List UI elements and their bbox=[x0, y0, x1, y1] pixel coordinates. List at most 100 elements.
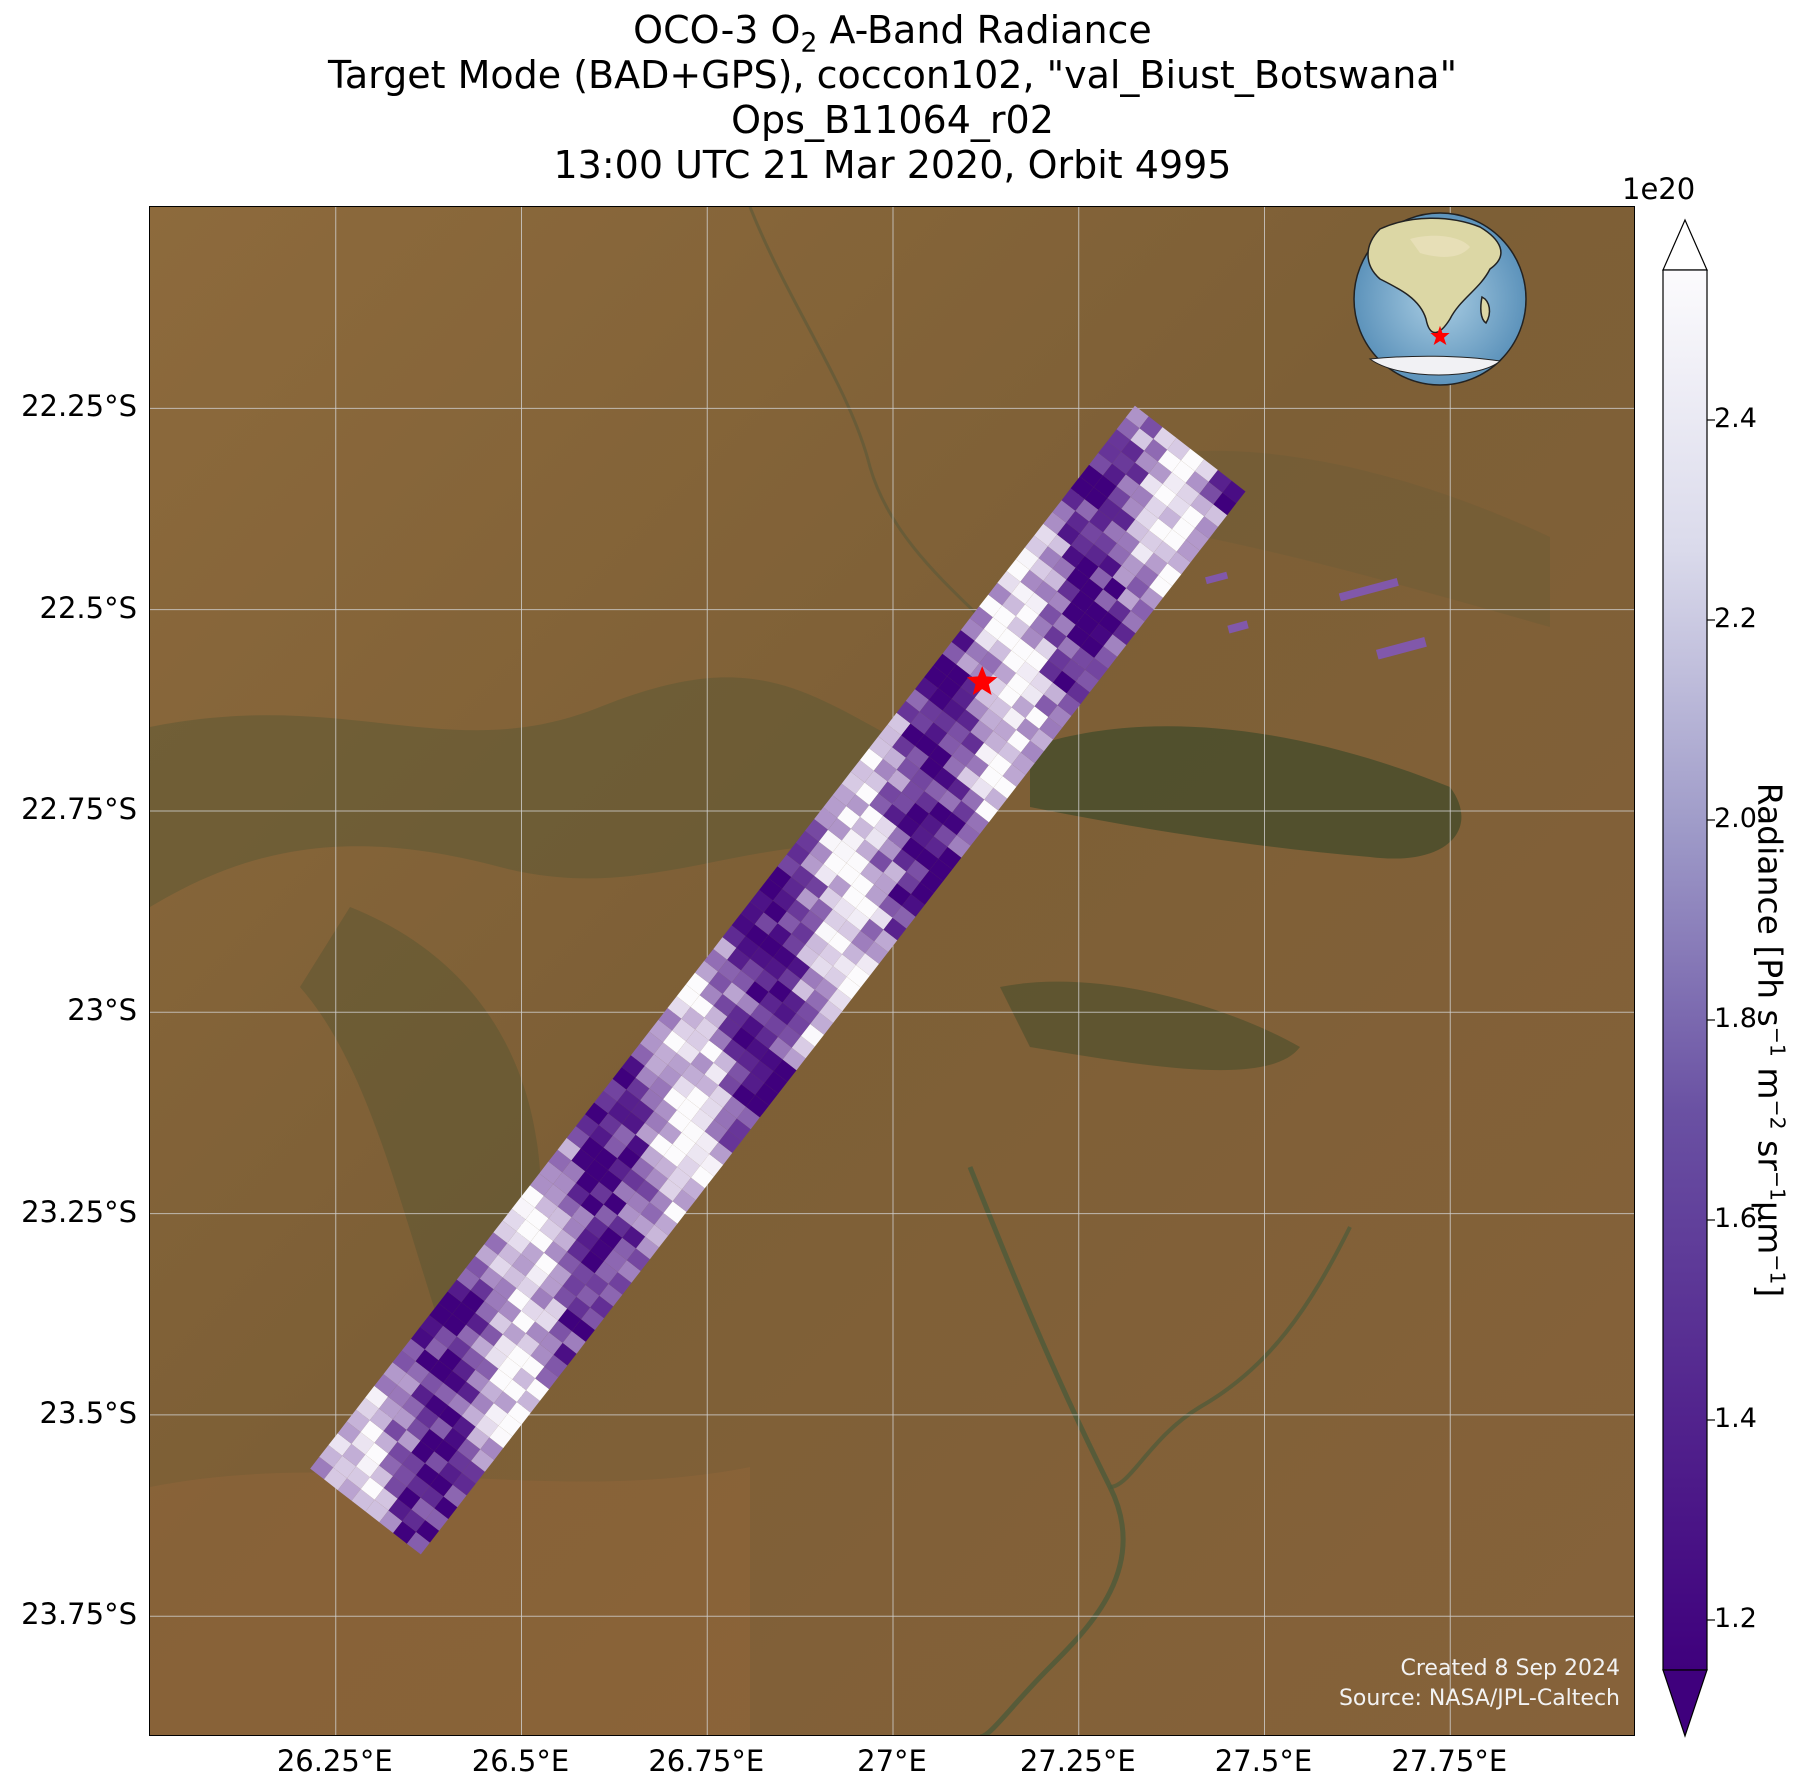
colorbar-tick-label: 2.0 bbox=[1714, 803, 1757, 834]
radiance-cell bbox=[897, 814, 920, 838]
radiance-cell bbox=[663, 1144, 687, 1167]
radiance-cell bbox=[406, 1361, 430, 1384]
radiance-cell bbox=[1158, 506, 1182, 530]
radiance-cell bbox=[1107, 543, 1131, 566]
radiance-cell bbox=[699, 983, 723, 1006]
radiance-cell bbox=[933, 767, 957, 790]
radiance-cell bbox=[1098, 611, 1122, 635]
radiance-cell bbox=[1071, 647, 1095, 670]
radiance-cell bbox=[466, 1312, 490, 1336]
radiance-cell bbox=[626, 1191, 650, 1215]
radiance-cell bbox=[1038, 546, 1062, 569]
radiance-cell bbox=[906, 859, 930, 883]
radiance-cell bbox=[800, 910, 824, 933]
radiance-cell bbox=[819, 1000, 843, 1023]
radiance-cell bbox=[594, 1261, 618, 1284]
radiance-cell bbox=[755, 1083, 779, 1106]
radiance-cell bbox=[511, 1197, 535, 1220]
radiance-cell bbox=[956, 709, 980, 732]
radiance-cell bbox=[402, 1452, 426, 1475]
radiance-cell bbox=[1116, 417, 1140, 440]
radiance-cell bbox=[1167, 437, 1191, 461]
radiance-cell bbox=[782, 1047, 806, 1071]
radiance-cell bbox=[704, 1119, 728, 1143]
radiance-cell bbox=[502, 1208, 526, 1232]
radiance-cell bbox=[906, 746, 929, 769]
radiance-cell bbox=[800, 853, 824, 876]
radiance-cell bbox=[388, 1498, 412, 1522]
radiance-cell bbox=[892, 792, 916, 815]
map-panel[interactable]: Created 8 Sep 2024 Source: NASA/JPL-Calt… bbox=[149, 206, 1635, 1736]
radiance-cell bbox=[1153, 427, 1177, 450]
radiance-cell bbox=[915, 791, 939, 814]
radiance-cell bbox=[750, 1060, 774, 1084]
radiance-cell bbox=[1158, 449, 1181, 473]
radiance-cell bbox=[952, 800, 976, 824]
colorbar-extend-max bbox=[1662, 218, 1708, 271]
radiance-cell bbox=[965, 697, 989, 721]
radiance-cell bbox=[773, 945, 797, 969]
radiance-cell bbox=[691, 1165, 714, 1189]
radiance-cell bbox=[507, 1345, 531, 1368]
radiance-cell bbox=[645, 1167, 668, 1191]
radiance-cell bbox=[425, 1508, 449, 1531]
radiance-cell bbox=[608, 1215, 632, 1238]
colorbar-tick-label: 1.8 bbox=[1714, 1003, 1757, 1034]
radiance-cell bbox=[920, 870, 944, 893]
radiance-cell bbox=[681, 1063, 705, 1087]
radiance-cell bbox=[1029, 558, 1053, 581]
radiance-cell bbox=[580, 1250, 604, 1274]
radiance-cell bbox=[851, 873, 875, 897]
radiance-cell bbox=[782, 877, 806, 900]
radiance-cell bbox=[975, 799, 999, 823]
radiance-cell bbox=[1057, 693, 1081, 716]
radiance-cell bbox=[521, 1298, 545, 1322]
radiance-cell bbox=[764, 1014, 788, 1037]
radiance-cell bbox=[951, 687, 975, 710]
radiance-cell bbox=[369, 1408, 393, 1431]
radiance-cell bbox=[1130, 485, 1154, 508]
radiance-cell bbox=[1167, 551, 1191, 575]
radiance-cell bbox=[928, 688, 952, 711]
radiance-cell bbox=[480, 1380, 504, 1404]
radiance-cell bbox=[841, 771, 865, 795]
radiance-cell bbox=[878, 895, 902, 918]
map-canvas[interactable] bbox=[150, 207, 1635, 1736]
radiance-cell bbox=[1025, 649, 1049, 672]
radiance-cell bbox=[475, 1244, 499, 1267]
radiance-cell bbox=[837, 806, 861, 829]
radiance-cell bbox=[608, 1101, 632, 1124]
radiance-cell bbox=[507, 1402, 531, 1425]
radiance-cell bbox=[860, 861, 884, 885]
radiance-cell bbox=[919, 699, 943, 723]
radiance-cell bbox=[603, 1135, 627, 1159]
radiance-cell bbox=[356, 1454, 380, 1478]
radiance-cell bbox=[1062, 659, 1086, 682]
radiance-cell bbox=[1208, 470, 1232, 493]
radiance-cell bbox=[960, 675, 984, 698]
radiance-cell bbox=[1098, 554, 1122, 578]
radiance-cell bbox=[1153, 540, 1177, 564]
radiance-cell bbox=[786, 842, 810, 866]
radiance-cell bbox=[374, 1431, 398, 1454]
radiance-cell bbox=[681, 1177, 705, 1201]
radiance-cell bbox=[548, 1206, 572, 1230]
radiance-cell bbox=[388, 1384, 412, 1408]
radiance-cell bbox=[819, 886, 842, 910]
radiance-cell bbox=[754, 912, 778, 935]
radiance-cell bbox=[736, 936, 760, 959]
radiance-cell bbox=[915, 734, 939, 757]
radiance-cell bbox=[365, 1385, 389, 1409]
radiance-cell bbox=[764, 957, 787, 981]
radiance-cell bbox=[612, 1123, 636, 1147]
radiance-cell bbox=[402, 1509, 426, 1532]
radiance-cell bbox=[883, 747, 906, 770]
radiance-cell bbox=[1043, 568, 1067, 592]
radiance-cell bbox=[420, 1428, 444, 1452]
radiance-cell bbox=[887, 826, 911, 850]
radiance-cell bbox=[1148, 461, 1172, 484]
radiance-cell bbox=[896, 700, 920, 724]
radiance-cell bbox=[631, 1214, 655, 1237]
radiance-cell bbox=[1061, 602, 1085, 625]
radiance-cell bbox=[713, 994, 737, 1017]
